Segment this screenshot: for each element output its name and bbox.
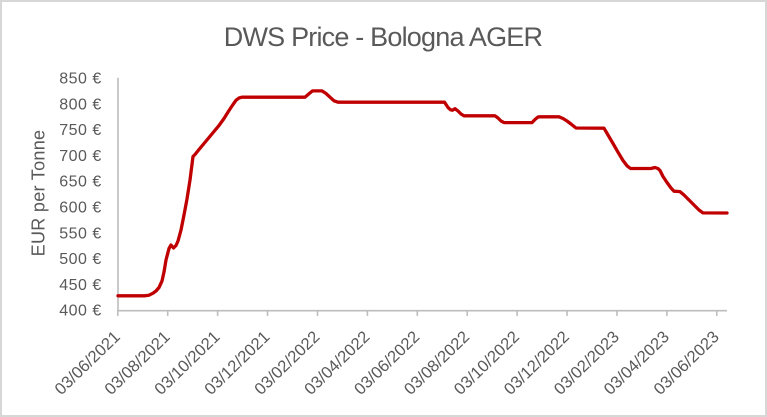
svg-text:500 €: 500 € — [59, 251, 102, 268]
svg-text:DWS Price - Bologna AGER: DWS Price - Bologna AGER — [224, 22, 543, 52]
svg-text:650 €: 650 € — [59, 174, 102, 191]
svg-text:550 €: 550 € — [59, 225, 102, 242]
svg-text:EUR per Tonne: EUR per Tonne — [29, 130, 49, 257]
svg-text:750 €: 750 € — [59, 122, 102, 139]
svg-text:450 €: 450 € — [59, 277, 102, 294]
svg-text:800 €: 800 € — [59, 96, 102, 113]
svg-text:600 €: 600 € — [59, 200, 102, 217]
svg-text:850 €: 850 € — [59, 71, 102, 88]
svg-text:700 €: 700 € — [59, 148, 102, 165]
svg-text:400 €: 400 € — [59, 303, 102, 320]
